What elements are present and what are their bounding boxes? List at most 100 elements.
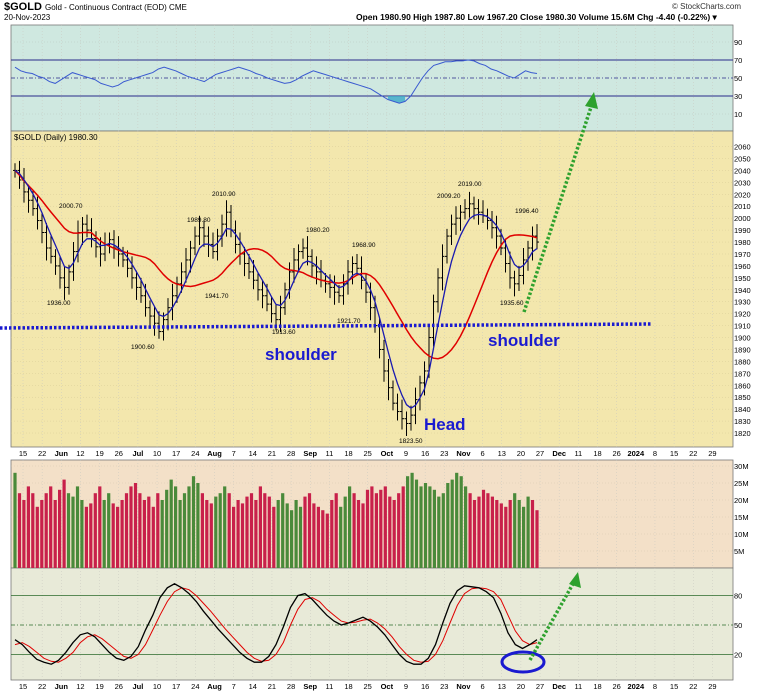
x-axis-label: 10 xyxy=(153,449,161,458)
x-axis-label: 27 xyxy=(536,449,544,458)
x-axis-label-bottom: 12 xyxy=(76,682,84,691)
price-tick-label: 1870 xyxy=(734,369,751,378)
x-axis-label: 15 xyxy=(19,449,27,458)
volume-bar xyxy=(227,493,231,568)
volume-bar xyxy=(504,506,508,568)
x-axis-label: 6 xyxy=(481,449,485,458)
volume-bar xyxy=(151,506,155,568)
volume-bar xyxy=(26,486,30,568)
volume-bar xyxy=(174,486,178,568)
rsi-tick-label: 50 xyxy=(734,74,742,83)
price-tick-label: 1920 xyxy=(734,310,751,319)
volume-bar xyxy=(348,486,352,568)
x-axis-label-bottom: 21 xyxy=(268,682,276,691)
x-axis-label: 2024 xyxy=(627,449,645,458)
stochastic-arrow xyxy=(528,581,576,661)
x-axis-label-bottom: 29 xyxy=(708,682,716,691)
shoulder-label: shoulder xyxy=(265,345,337,364)
price-annotation: 1941.70 xyxy=(205,293,229,300)
volume-bar xyxy=(428,486,432,568)
price-annotation: 1913.60 xyxy=(272,329,296,336)
volume-bar xyxy=(120,500,124,568)
volume-tick-label: 20M xyxy=(734,496,749,505)
volume-bar xyxy=(245,496,249,568)
x-axis-label: 28 xyxy=(287,449,295,458)
volume-bar xyxy=(80,500,84,568)
x-axis-label: 26 xyxy=(115,449,123,458)
x-axis-label-bottom: 22 xyxy=(38,682,46,691)
volume-bar xyxy=(223,486,227,568)
x-axis-label-bottom: Jul xyxy=(132,682,143,691)
price-tick-label: 1880 xyxy=(734,357,751,366)
x-axis-label-bottom: 20 xyxy=(517,682,525,691)
price-annotation: 2009.20 xyxy=(437,193,461,200)
price-tick-label: 2050 xyxy=(734,154,751,163)
x-axis-label-bottom: 23 xyxy=(440,682,448,691)
price-annotation: 1936.00 xyxy=(47,300,71,307)
volume-bar xyxy=(209,503,213,568)
x-axis-label: 18 xyxy=(344,449,352,458)
chart-title: $GOLD xyxy=(4,1,42,13)
volume-bar xyxy=(312,503,316,568)
price-annotation: 1921.70 xyxy=(337,318,361,325)
volume-bar xyxy=(481,489,486,568)
volume-bar xyxy=(316,506,320,568)
volume-tick-label: 5M xyxy=(734,547,744,556)
neckline xyxy=(0,322,653,330)
volume-bar xyxy=(477,496,481,568)
volume-bar xyxy=(370,486,374,568)
x-axis-label-bottom: 22 xyxy=(689,682,697,691)
x-axis-label-bottom: 27 xyxy=(536,682,544,691)
x-axis-label-bottom: 8 xyxy=(653,682,657,691)
price-annotation: 1989.80 xyxy=(187,217,211,224)
x-axis-label-bottom: 18 xyxy=(593,682,601,691)
volume-bar xyxy=(298,506,303,568)
projection-arrow xyxy=(522,103,594,313)
volume-tick-label: 10M xyxy=(734,530,749,539)
x-axis-label: Sep xyxy=(303,449,317,458)
price-tick-label: 1900 xyxy=(734,334,751,343)
volume-bar xyxy=(187,486,191,568)
volume-bar xyxy=(330,500,334,568)
volume-bar xyxy=(526,496,530,568)
x-axis-label-bottom: Nov xyxy=(456,682,471,691)
volume-bar xyxy=(124,493,129,568)
x-axis-label-bottom: 18 xyxy=(344,682,352,691)
volume-bar xyxy=(441,493,445,568)
x-axis-label-bottom: 15 xyxy=(19,682,27,691)
price-tick-label: 1950 xyxy=(734,274,751,283)
x-axis-label-bottom: Aug xyxy=(207,682,222,691)
x-axis-label: Dec xyxy=(552,449,566,458)
volume-bar xyxy=(236,500,240,568)
volume-bar xyxy=(339,506,343,568)
price-annotation: 1900.60 xyxy=(131,344,155,351)
volume-bar xyxy=(107,493,111,568)
volume-bar xyxy=(334,493,338,568)
volume-bar xyxy=(249,493,254,568)
x-axis-label: 16 xyxy=(421,449,429,458)
x-axis-label: 29 xyxy=(708,449,716,458)
rsi-oversold-fill xyxy=(387,96,406,104)
volume-bar xyxy=(133,483,138,568)
volume-bar xyxy=(472,500,477,568)
price-tick-label: 2000 xyxy=(734,214,751,223)
x-axis-label: 25 xyxy=(364,449,372,458)
volume-bar xyxy=(379,489,383,568)
volume-bar xyxy=(71,496,75,568)
volume-bar xyxy=(129,486,133,568)
volume-bar xyxy=(191,476,196,568)
price-tick-label: 1820 xyxy=(734,429,751,438)
x-axis-label: 17 xyxy=(172,449,180,458)
volume-bar xyxy=(432,489,436,568)
volume-bar xyxy=(294,500,298,568)
x-axis-label-bottom: 15 xyxy=(670,682,678,691)
rsi-tick-label: 10 xyxy=(734,110,742,119)
volume-bar xyxy=(267,496,271,568)
volume-bar xyxy=(383,486,387,568)
ema-line xyxy=(14,169,538,409)
volume-bar xyxy=(437,496,441,568)
x-axis-label-bottom: Jun xyxy=(55,682,69,691)
volume-bar xyxy=(196,483,200,568)
volume-bar xyxy=(446,483,450,568)
volume-bar xyxy=(258,486,262,568)
